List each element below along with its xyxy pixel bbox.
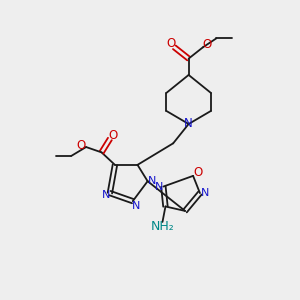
Text: O: O xyxy=(109,129,118,142)
Text: N: N xyxy=(148,176,156,186)
Text: O: O xyxy=(203,38,212,51)
Text: O: O xyxy=(77,139,86,152)
Text: NH₂: NH₂ xyxy=(151,220,174,233)
Text: N: N xyxy=(200,188,209,198)
Text: N: N xyxy=(184,118,193,130)
Text: O: O xyxy=(193,166,202,179)
Text: N: N xyxy=(131,201,140,211)
Text: N: N xyxy=(154,182,163,192)
Text: N: N xyxy=(101,190,110,200)
Text: O: O xyxy=(166,37,176,50)
